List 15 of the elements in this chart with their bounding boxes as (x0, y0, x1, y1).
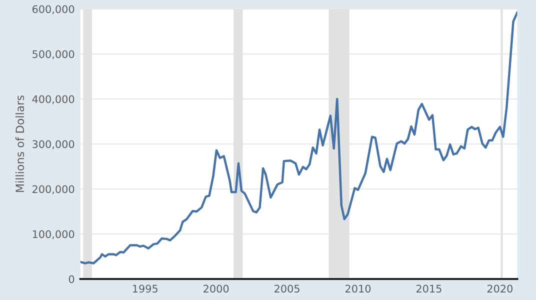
y-tick-label: 200,000 (32, 185, 74, 194)
x-tick-label: 2005 (274, 284, 300, 293)
y-tick-label: 100,000 (32, 230, 74, 240)
y-tick-label: 0 (68, 275, 74, 284)
x-tick-label: 2015 (416, 284, 442, 293)
x-tick-label: 1995 (133, 284, 158, 293)
line-series (80, 11, 518, 264)
y-tick-label: 500,000 (32, 50, 74, 60)
y-tick-label: 600,000 (32, 5, 74, 14)
x-tick-label: 2020 (487, 284, 512, 293)
y-tick-label: 400,000 (32, 95, 74, 104)
x-tick-label: 2010 (346, 284, 371, 293)
x-tick-label: 2000 (204, 284, 229, 293)
y-axis-title: Millions of Dollars (15, 96, 24, 192)
y-tick-label: 300,000 (32, 140, 74, 150)
